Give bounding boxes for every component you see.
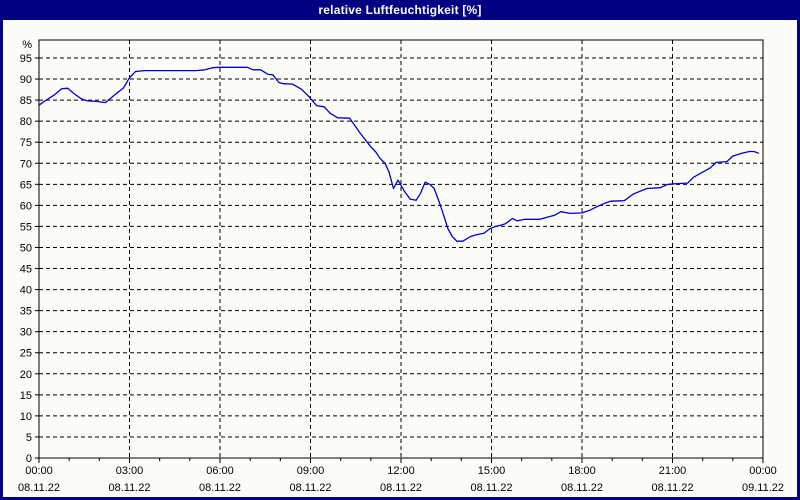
y-tick-label: 35 (20, 306, 32, 318)
y-tick-label: 55 (20, 221, 32, 233)
humidity-line (38, 66, 760, 242)
x-tick-date-label: 08.11.22 (651, 482, 693, 494)
window-title: relative Luftfeuchtigkeit [%] (318, 3, 482, 17)
y-tick-label: 30 (20, 327, 32, 339)
x-tick-time-label: 18:00 (568, 465, 596, 477)
y-tick-label: 75 (20, 137, 32, 149)
x-tick-time-label: 06:00 (206, 465, 234, 477)
y-tick-label: 60 (20, 200, 32, 212)
y-tick-label: 5 (26, 432, 32, 444)
chart-area: 95 90 85 80 75 70 65 60 55 50 45 40 35 30 25 20 15 10 5 0% 0… (3, 20, 797, 497)
x-tick-time-label: 15:00 (478, 465, 506, 477)
x-tick-time-label: 00:00 (25, 465, 53, 477)
x-tick-time-label: 21:00 (659, 465, 687, 477)
x-tick-date-label: 08.11.22 (380, 482, 422, 494)
y-tick-label: 40 (20, 285, 32, 297)
y-tick-label: 0 (26, 453, 32, 465)
x-tick-date-label: 08.11.22 (561, 482, 603, 494)
y-axis-unit-label: % (22, 39, 32, 51)
plot-border (38, 39, 764, 459)
x-tick-date-label: 08.11.22 (18, 482, 60, 494)
y-tick-label: 70 (20, 158, 32, 170)
x-tick-time-label: 09:00 (297, 465, 325, 477)
x-tick-time-label: 00:00 (749, 465, 777, 477)
y-tick-label: 25 (20, 348, 32, 360)
y-tick-label: 65 (20, 179, 32, 191)
humidity-chart: 95908580757065605550454035302520151050%0… (18, 39, 784, 494)
x-tick-time-label: 12:00 (387, 465, 415, 477)
x-tick-time-label: 03:00 (116, 465, 144, 477)
y-tick-label: 90 (20, 74, 32, 86)
y-tick-label: 80 (20, 116, 32, 128)
y-tick-label: 95 (20, 53, 32, 65)
y-tick-label: 15 (20, 390, 32, 402)
x-tick-date-label: 08.11.22 (199, 482, 241, 494)
x-tick-date-label: 09.11.22 (742, 482, 784, 494)
x-tick-date-label: 08.11.22 (108, 482, 150, 494)
y-tick-label: 85 (20, 95, 32, 107)
y-tick-label: 50 (20, 242, 32, 254)
x-tick-date-label: 08.11.22 (470, 482, 512, 494)
title-bar: relative Luftfeuchtigkeit [%] (0, 0, 800, 20)
x-tick-date-label: 08.11.22 (289, 482, 331, 494)
y-tick-label: 20 (20, 369, 32, 381)
y-tick-label: 10 (20, 411, 32, 423)
y-tick-label: 45 (20, 264, 32, 276)
